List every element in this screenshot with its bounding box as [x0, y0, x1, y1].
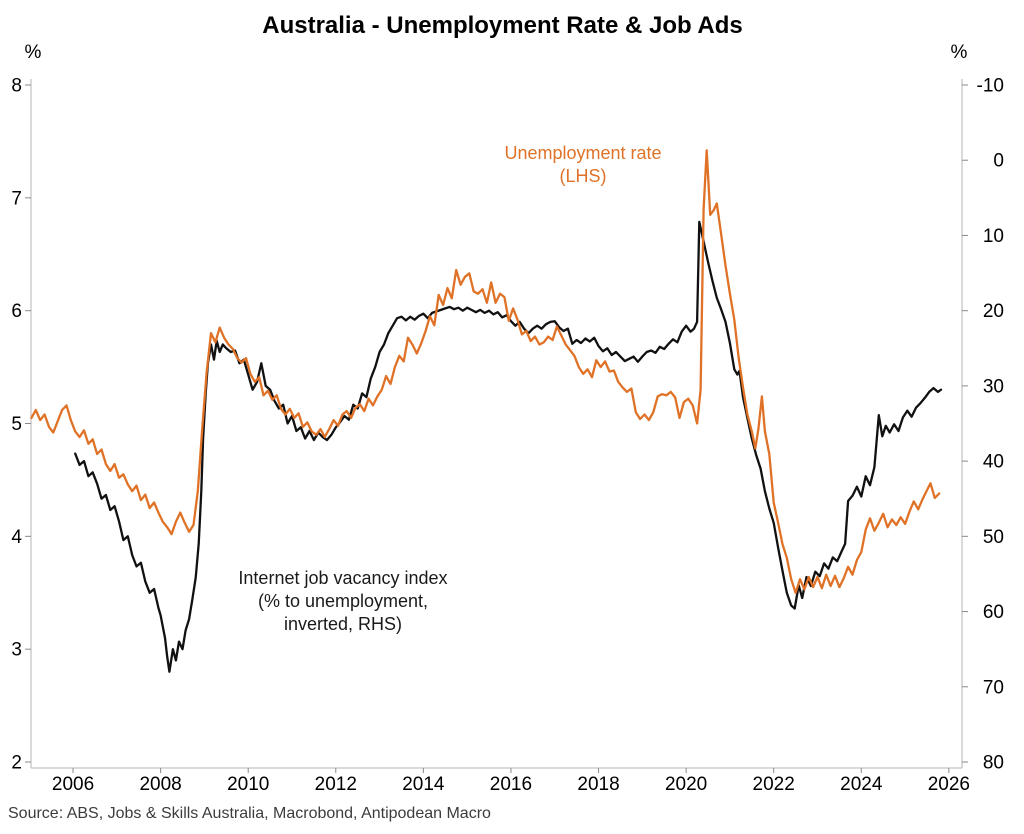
- right-axis-unit-label: %: [950, 42, 968, 63]
- y-axis-right-tick-label: 50: [983, 527, 1004, 548]
- y-axis-right-tick-label: 70: [983, 677, 1004, 698]
- y-axis-right-tick-label: -10: [977, 76, 1004, 97]
- job-vacancy-annotation: Internet job vacancy index (% to unemplo…: [222, 567, 464, 636]
- x-axis-tick-label: 2010: [227, 774, 269, 795]
- x-axis-tick-label: 2016: [490, 774, 532, 795]
- unemployment-rate-line: [30, 149, 941, 594]
- left-axis-unit-label: %: [24, 42, 42, 63]
- job-vacancy-annotation-line2: (% to unemployment,: [257, 591, 429, 611]
- y-axis-right-tick-label: 10: [983, 226, 1004, 247]
- x-axis-tick-label: 2012: [315, 774, 357, 795]
- x-axis-tick-label: 2006: [52, 774, 94, 795]
- x-axis-tick-label: 2014: [402, 774, 445, 795]
- x-axis-tick-label: 2018: [577, 774, 619, 795]
- source-note: Source: ABS, Jobs & Skills Australia, Ma…: [8, 805, 491, 822]
- y-axis-left-tick-label: 7: [11, 188, 22, 209]
- y-axis-right-tick-label: 60: [983, 602, 1004, 623]
- x-axis-tick-label: 2008: [139, 774, 181, 795]
- unemployment-annotation-line1: Unemployment rate: [504, 143, 662, 163]
- job-vacancy-annotation-line3: inverted, RHS): [283, 614, 403, 634]
- y-axis-left-tick-label: 4: [11, 527, 22, 548]
- job-vacancy-index-line: [74, 220, 943, 673]
- chart-title: Australia - Unemployment Rate & Job Ads: [262, 12, 743, 39]
- unemployment-rate-annotation: Unemployment rate (LHS): [463, 142, 703, 188]
- y-axis-right-tick-label: 30: [983, 376, 1004, 397]
- unemployment-annotation-line2: (LHS): [559, 166, 607, 186]
- y-axis-left-tick-label: 8: [11, 76, 22, 97]
- y-axis-right-tick-label: 20: [983, 301, 1004, 322]
- y-axis-right-tick-label: 0: [993, 151, 1004, 172]
- y-axis-left-tick-label: 5: [11, 414, 22, 435]
- x-axis-tick-label: 2022: [753, 774, 795, 795]
- y-axis-right-tick-label: 80: [983, 753, 1004, 774]
- x-axis-tick-label: 2024: [840, 774, 883, 795]
- y-axis-left-tick-label: 3: [11, 640, 22, 661]
- job-vacancy-annotation-line1: Internet job vacancy index: [238, 568, 448, 588]
- x-axis-tick-label: 2020: [665, 774, 707, 795]
- x-axis-tick-label: 2026: [928, 774, 970, 795]
- y-axis-right-tick-label: 40: [983, 452, 1004, 473]
- y-axis-left-tick-label: 6: [11, 301, 22, 322]
- y-axis-left-tick-label: 2: [11, 753, 22, 774]
